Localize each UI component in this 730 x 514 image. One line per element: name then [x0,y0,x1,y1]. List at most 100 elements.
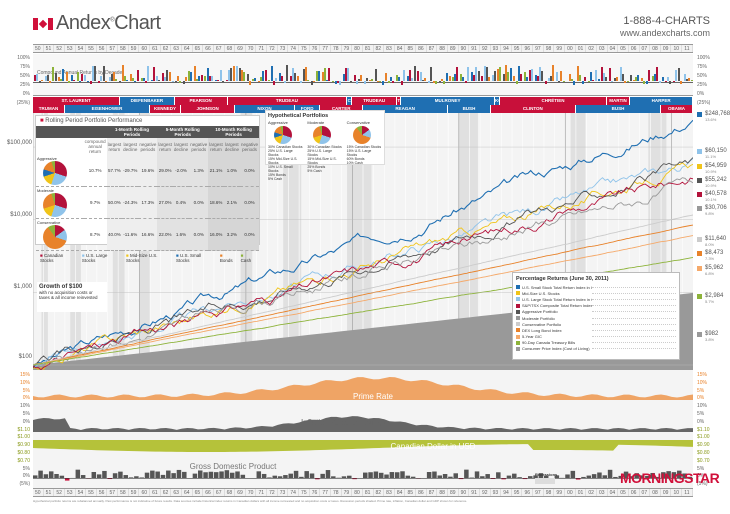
leader-term: TRUMAN [33,105,65,113]
year-label: 75 [299,489,310,496]
year-label: 82 [374,489,385,496]
annual-return-bar [94,65,97,81]
annual-return-bar [259,77,262,81]
year-label: 74 [288,45,300,52]
annual-return-bar [560,71,563,81]
year-label: 55 [86,45,97,52]
annual-return-bar [34,75,36,81]
annual-return-bar [164,76,167,81]
annual-return-bar [662,76,665,81]
annual-return-bar [371,79,374,81]
legend-swatch-icon [697,251,702,256]
y-tick-100000: $100,000 [6,140,32,146]
allocation-pie [43,225,67,249]
leader-term: TRUDEAU [352,97,398,105]
pct-return-row: 5-Year GIC [516,334,676,340]
annual-return-bar [302,69,305,81]
annual-return-bar [328,68,331,81]
year-label: 54 [76,489,87,496]
annual-return-bar [477,71,480,81]
annual-return-bar [422,79,424,81]
axis-tick: 5% [697,465,705,472]
annual-return-bar [262,71,265,81]
annual-return-bar [332,81,335,82]
series-end-value: $30,706 9.8% [697,205,727,216]
annual-return-bar [491,75,494,81]
year-label: 67 [214,45,225,52]
annual-return-bar [635,76,637,81]
us-president-row: TRUMAN EISENHOWER KENNEDY JOHNSON NIXON FORD C… [33,105,693,113]
annual-return-bar [568,74,571,81]
year-label: 01 [576,489,587,496]
annual-return-bar [385,72,388,81]
annual-return-bar [72,80,75,81]
growth-of-100-label: Growth of $100 with no acquisition costs… [37,282,107,312]
year-label: 11 [682,489,693,496]
leader-term: FORD [294,105,321,113]
annual-return-bar [153,67,156,81]
year-label: 70 [246,489,257,496]
year-label: 87 [427,45,438,52]
year-label: 81 [363,45,374,52]
year-label: 66 [203,489,214,496]
axis-tick: $1.10 [17,426,30,433]
year-label: 94 [501,489,512,496]
annual-return-bar [577,65,580,81]
axis-tick: 75% [697,64,708,70]
year-label: 91 [469,489,480,496]
annual-return-bar [347,68,350,81]
leader-term: OBAMA [661,105,693,113]
annual-return-bar [419,72,422,81]
annual-return-bar [645,81,648,84]
axis-tick: 0% [22,418,30,425]
pct-return-row: Aggressive Portfolio [516,309,676,315]
annual-return-bar [579,74,582,81]
annual-return-bar [679,81,682,85]
series-end-value: $248,768 13.6% [697,111,730,122]
pct-return-row: U.S. Large Stock Total Return Index in C… [516,296,676,302]
year-label: 86 [416,45,427,52]
year-label: 59 [129,489,140,496]
year-axis-bottom: 50 51 52 53 54 55 56 57 58 59 60 61 62 63 64 65 66 67 68 69… [33,488,693,497]
leader-term: HARPER [630,97,693,105]
annual-return-bar [289,75,292,81]
leader-term: KC [495,97,501,105]
leader-term: ST. LAURENT [33,97,121,105]
year-label: 83 [384,45,395,52]
annual-return-bar [219,70,222,81]
year-label: 00 [565,489,576,496]
annual-return-bar [70,75,73,81]
annual-return-bar [413,66,416,81]
axis-tick: $0.80 [17,449,30,456]
year-label: 00 [565,45,576,52]
annual-return-bar [121,65,124,81]
axis-tick: 5% [22,410,30,417]
annual-return-bar [317,71,320,81]
pct-return-row: Mid-Size U.S. Stocks [516,290,676,296]
leader-term: T [397,97,402,105]
annual-return-bar [132,78,135,81]
annual-return-bar [76,71,79,81]
annual-return-bar [619,67,622,81]
series-end-value: $60,150 11.1% [697,148,727,159]
series-end-value: $40,578 10.1% [697,191,727,202]
pct-return-row: S&P/TSX Composite Total Return Index [516,303,676,309]
axis-tick: 5% [22,387,30,394]
allocation-pie [313,126,332,144]
annual-return-bar [136,69,139,81]
leader-term: BUSH [575,105,662,113]
year-label: 64 [182,45,193,52]
axis-tick: 0% [22,395,30,402]
annual-return-bar [140,77,143,81]
inflation-label: Inflation (Cost of Living) [300,418,386,427]
year-label: 74 [288,489,300,496]
annual-return-bar [285,65,288,81]
pct-return-row: DEX Long Bond Index [516,327,676,333]
annual-return-bar [451,77,454,81]
leader-term: C [347,97,353,105]
allocation-pie [43,193,67,217]
leader-term: NIXON [235,105,295,113]
annual-return-bar [360,75,363,81]
axis-tick: 0% [697,418,705,425]
annual-return-bar [300,81,303,83]
